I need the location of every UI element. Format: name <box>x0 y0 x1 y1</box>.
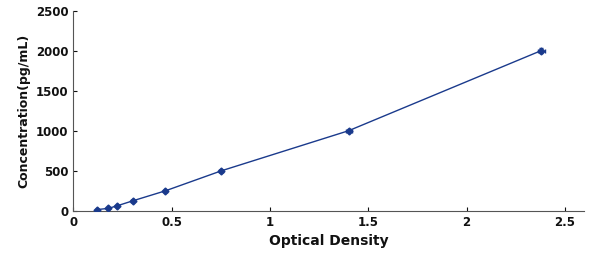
X-axis label: Optical Density: Optical Density <box>269 234 389 248</box>
Y-axis label: Concentration(pg/mL): Concentration(pg/mL) <box>17 34 30 188</box>
